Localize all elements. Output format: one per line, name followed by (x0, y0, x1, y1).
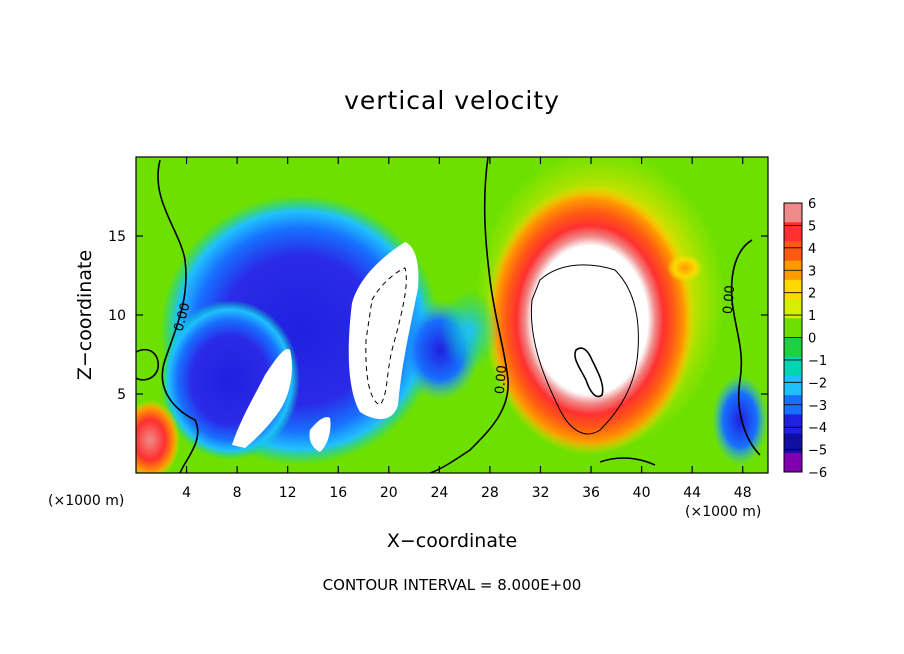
x-tick-label: 8 (233, 485, 242, 501)
cyan-patch (440, 290, 500, 370)
zero-contours (136, 157, 761, 473)
y-tick-label: 5 (117, 387, 126, 403)
chart-title: vertical velocity (344, 86, 560, 115)
center-updraft-core (348, 242, 419, 420)
y-axis-label: Z−coordinate (74, 250, 96, 380)
x-tick-label: 40 (633, 485, 651, 501)
negative-contours (365, 267, 407, 406)
contour-interval-note: CONTOUR INTERVAL = 8.000E+00 (322, 576, 582, 594)
colorbar-swatch (784, 299, 802, 319)
contour-label-left: 0.00 (172, 301, 194, 333)
colorbar-tick-label: 6 (808, 197, 816, 212)
x-axis: 4 8 12 16 20 24 28 32 36 40 44 48 (182, 157, 752, 501)
warm-spot (667, 254, 703, 282)
x-tick-label: 36 (582, 485, 600, 501)
x-tick-label: 32 (532, 485, 550, 501)
colorbar: 6 5 4 3 2 1 0 −1 −2 −3 −4 −5 −6 (783, 197, 827, 481)
right-updraft-core (485, 185, 695, 455)
x-tick-label: 48 (734, 485, 752, 501)
x-tick-label: 44 (683, 485, 701, 501)
colorbar-swatch (784, 433, 802, 454)
colorbar-swatch (784, 337, 802, 358)
colorbar-tick-label: −5 (808, 444, 827, 459)
left-red-spot (136, 400, 180, 473)
colorbar-tick-label: 1 (808, 309, 816, 324)
x-tick-label: 4 (182, 485, 191, 501)
x-tick-label: 20 (380, 485, 398, 501)
colorbar-swatch (784, 414, 802, 435)
colorbar-swatch (784, 222, 802, 242)
contour-label-center: 0.00 (493, 365, 510, 395)
colorbar-tick-label: −4 (808, 421, 827, 436)
y-axis: 5 10 15 (108, 229, 768, 403)
colorbar-swatch (784, 241, 802, 262)
x-unit-left: (×1000 m) (48, 493, 124, 509)
y-tick-label: 10 (108, 308, 126, 324)
colorbar-swatch (784, 203, 802, 223)
contour-label-right: 0.00 (721, 285, 738, 315)
colorbar-tick-label: 2 (808, 287, 816, 302)
x-tick-label: 28 (481, 485, 499, 501)
y-tick-label: 15 (108, 229, 126, 245)
colorbar-tick-label: −1 (808, 354, 827, 369)
colorbar-tick-label: −2 (808, 376, 827, 391)
x-axis-label: X−coordinate (387, 530, 517, 552)
colorbar-tick-label: 0 (808, 332, 816, 347)
left-updraft-core (232, 349, 292, 448)
x-tick-label: 24 (430, 485, 448, 501)
x-unit-right: (×1000 m) (685, 504, 761, 520)
small-updraft-core (309, 417, 331, 452)
colorbar-swatch (784, 279, 802, 300)
x-tick-label: 16 (329, 485, 347, 501)
colorbar-tick-label: −6 (808, 466, 827, 481)
colorbar-tick-label: 5 (808, 219, 816, 234)
downdraft-east-edge (712, 375, 768, 465)
x-tick-label: 12 (279, 485, 297, 501)
colorbar-tick-label: 3 (808, 264, 816, 279)
colorbar-swatch (784, 356, 802, 377)
updraft-contours (530, 264, 639, 435)
colorbar-tick-label: 4 (808, 242, 816, 257)
colorbar-tick-label: −3 (808, 399, 827, 414)
colorbar-swatch (784, 375, 802, 396)
colorbar-swatch (784, 318, 802, 338)
colorbar-swatch (784, 452, 802, 473)
heatmap-field (136, 157, 768, 473)
